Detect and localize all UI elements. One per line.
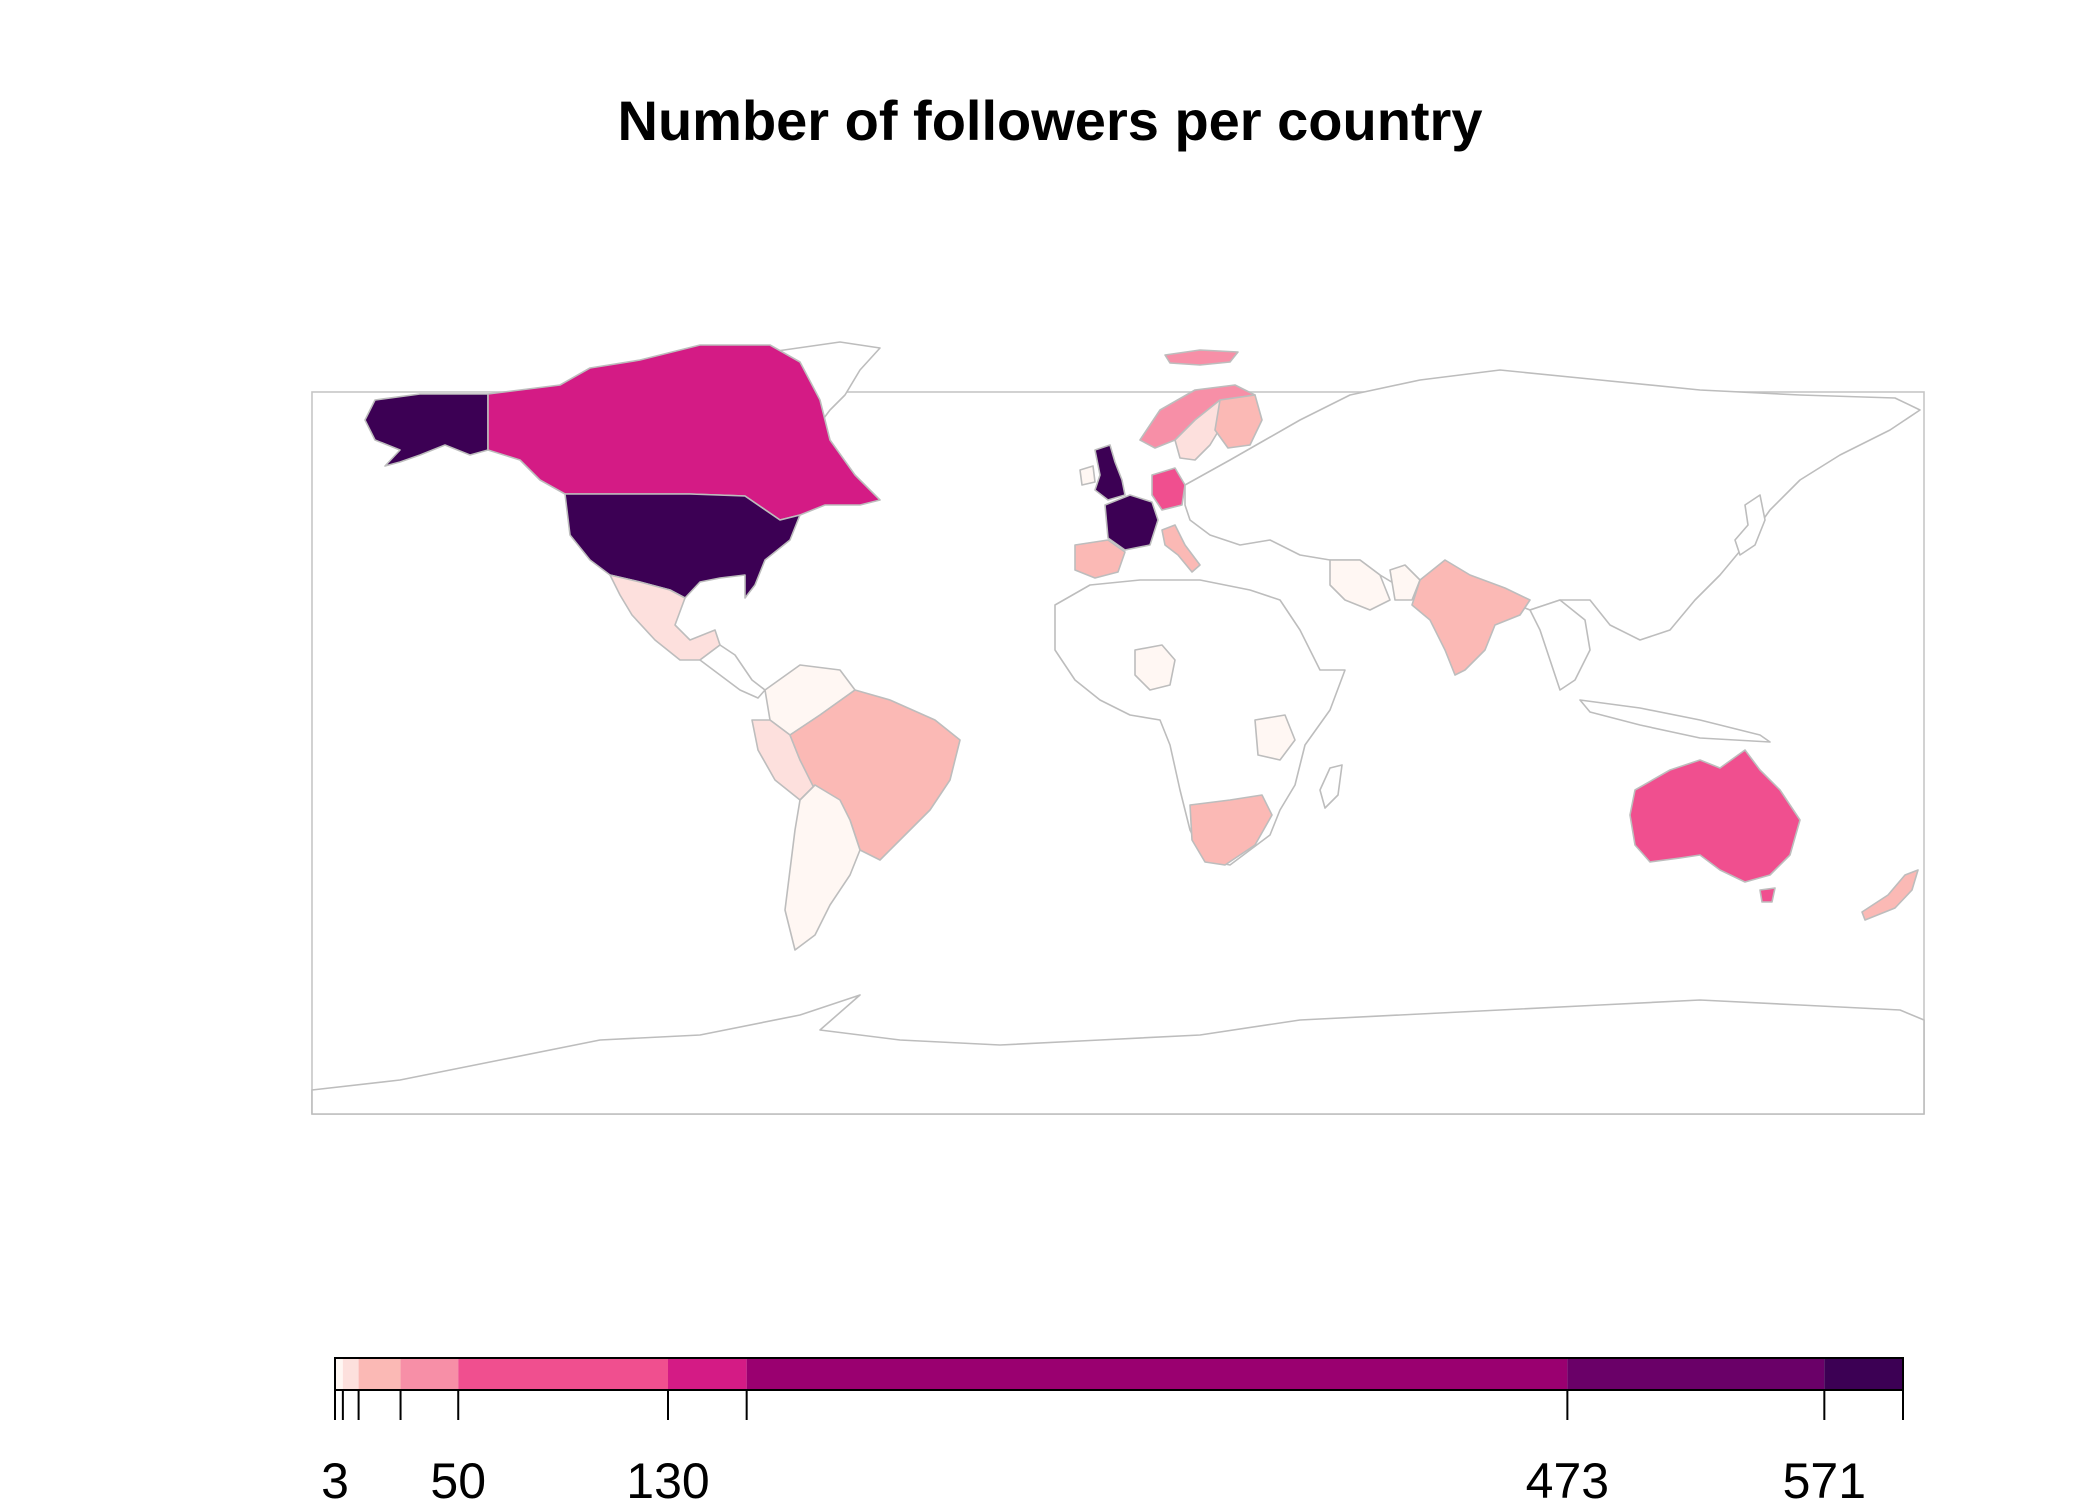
- country-france: [1104, 494, 1159, 551]
- country-central-america: [699, 644, 766, 699]
- country-madagascar: [1319, 764, 1343, 809]
- country-canada: [487, 344, 881, 521]
- country-alaska: [364, 393, 489, 467]
- legend-bin-0: [335, 1358, 343, 1390]
- country-india: [1411, 559, 1531, 676]
- country-italy: [1161, 524, 1201, 573]
- country-germany: [1151, 467, 1186, 511]
- country-africa: [1054, 579, 1346, 866]
- legend-label-4: 571: [1783, 1453, 1866, 1500]
- legend-bin-1: [342, 1358, 359, 1390]
- country-eurasia: [1184, 369, 1921, 641]
- country-indonesia: [1579, 699, 1771, 743]
- country-spain: [1074, 539, 1126, 579]
- legend-label-1: 50: [430, 1453, 486, 1500]
- country-south-africa: [1189, 794, 1273, 866]
- country-united-states: [564, 493, 801, 599]
- legend-label-0: 3: [321, 1453, 349, 1500]
- country-japan: [1734, 494, 1766, 556]
- country-southeast-asia: [1529, 599, 1591, 691]
- country-nigeria: [1134, 644, 1176, 691]
- country-united-kingdom: [1094, 444, 1126, 501]
- legend-bin-4: [458, 1358, 669, 1390]
- legend-bin-8: [1824, 1358, 1903, 1390]
- country-iceland: [1164, 349, 1239, 366]
- legend-label-2: 130: [626, 1453, 709, 1500]
- chart-title: Number of followers per country: [617, 89, 1483, 152]
- legend-bin-7: [1567, 1358, 1825, 1390]
- legend-bin-3: [400, 1358, 459, 1390]
- legend-labels: 3 50 130 473 571: [321, 1453, 1866, 1500]
- country-australia: [1629, 749, 1801, 883]
- country-iran: [1329, 559, 1391, 611]
- legend: [334, 1357, 1904, 1420]
- legend-bin-2: [358, 1358, 401, 1390]
- legend-bin-6: [746, 1358, 1568, 1390]
- country-argentina: [784, 784, 861, 951]
- country-new-zealand: [1861, 869, 1919, 921]
- legend-border: [334, 1357, 1904, 1391]
- country-antarctica: [311, 994, 1925, 1115]
- country-ireland: [1079, 465, 1096, 486]
- country-tanzania: [1254, 714, 1296, 761]
- country-finland: [1214, 394, 1263, 449]
- legend-label-3: 473: [1526, 1453, 1609, 1500]
- country-mexico: [609, 574, 721, 661]
- country-tasmania: [1759, 887, 1776, 903]
- legend-bin-5: [668, 1358, 747, 1390]
